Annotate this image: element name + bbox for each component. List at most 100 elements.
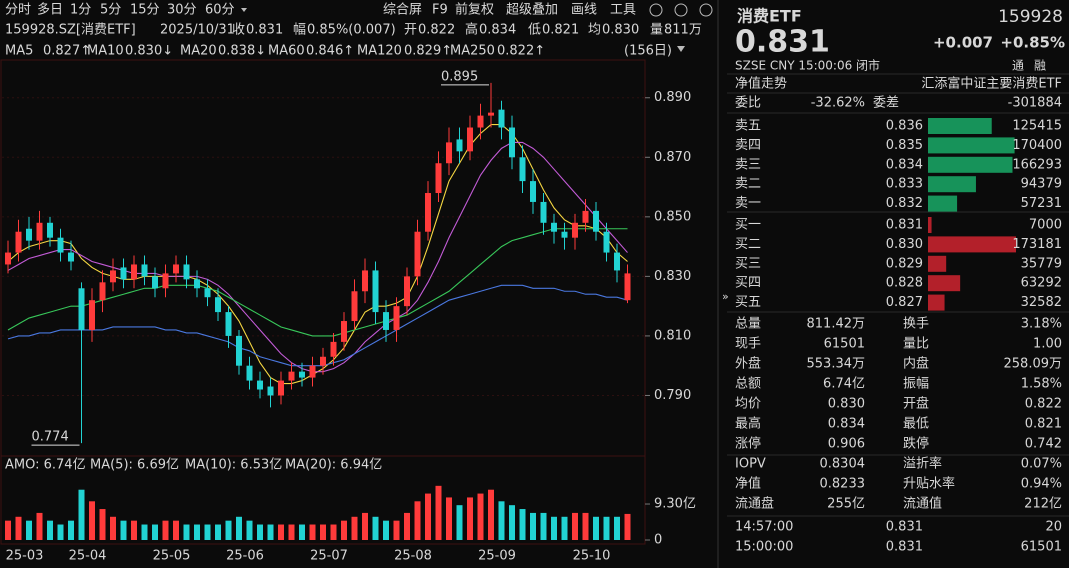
period-tab[interactable]: 60分	[205, 3, 235, 18]
volume-bar	[498, 501, 505, 540]
candle-body	[435, 163, 442, 194]
period-tab[interactable]: 30分	[167, 3, 197, 18]
candle-body	[530, 181, 536, 202]
y-tick-label: 0.790	[654, 388, 691, 403]
price-change: +0.007	[933, 34, 993, 52]
help-icon[interactable]	[699, 3, 713, 17]
ma-value: 0.838↓	[218, 44, 266, 59]
candle-body	[624, 273, 631, 301]
candle-body	[15, 231, 22, 253]
book-bar	[928, 156, 1013, 173]
candle-body	[162, 273, 169, 289]
book-label: 买四	[735, 276, 761, 291]
volume-bar	[299, 524, 305, 540]
candle-body	[141, 264, 148, 277]
volume-bar	[414, 501, 421, 540]
volume-bar	[288, 524, 295, 540]
candle-body	[330, 341, 337, 357]
tool-button[interactable]: 画线	[571, 3, 597, 18]
period-more-icon[interactable]	[241, 8, 247, 12]
tool-button[interactable]: 工具	[610, 3, 636, 18]
period-tab[interactable]: 5分	[100, 3, 121, 18]
ma-name: MA250	[450, 44, 495, 59]
book-bar	[928, 118, 992, 134]
ma-value: 0.830↓	[125, 44, 173, 59]
book-price: 0.834	[886, 157, 923, 172]
book-price: 0.829	[886, 256, 923, 271]
volume-bar	[141, 524, 148, 540]
volume-bar	[26, 520, 32, 540]
candle-body	[446, 142, 452, 164]
candle-body	[509, 127, 515, 158]
candle-body	[456, 139, 463, 152]
market-status: SZSE CNY 15:00:06 闭市	[735, 58, 880, 73]
volume-bar	[246, 520, 253, 540]
fund-name: 汇添富中证主要消费ETF	[921, 76, 1062, 92]
ma-name: MA5	[5, 44, 33, 59]
book-price: 0.835	[886, 138, 923, 153]
candle-body	[183, 264, 190, 280]
candle-body	[68, 252, 74, 262]
y-tick-label: 0.830	[654, 269, 691, 284]
x-tick-label: 25-10	[573, 549, 611, 564]
book-label: 买三	[735, 256, 761, 271]
stat-value: 0.822	[1025, 397, 1062, 412]
stat-value: 0.8304	[820, 457, 866, 472]
x-tick-label: 25-05	[153, 549, 191, 564]
info-label: 均	[588, 23, 601, 38]
candle-body	[173, 264, 179, 274]
security-code: 159928.SZ[消费ETF]	[5, 23, 136, 38]
volume-bar	[603, 516, 610, 540]
book-volume: 32582	[1021, 295, 1062, 310]
nav-title[interactable]: 净值走势	[735, 76, 787, 92]
y-tick-label: 0.810	[654, 328, 691, 343]
period-tab[interactable]: 分时	[5, 3, 31, 18]
book-price: 0.830	[886, 237, 923, 252]
collapse-arrow[interactable]: »	[722, 290, 729, 303]
candle-body	[204, 288, 211, 298]
book-bar	[928, 236, 1016, 253]
info-value: 811万	[664, 23, 702, 38]
face-icon[interactable]	[674, 3, 688, 17]
volume-bar	[120, 520, 127, 540]
candle-body	[78, 288, 85, 330]
ratio-label: 委比	[735, 96, 761, 111]
volume-bar	[551, 516, 557, 540]
volume-bar	[68, 520, 74, 540]
period-tab[interactable]: 15分	[130, 3, 160, 18]
security-code: 159928	[998, 7, 1063, 27]
volume-pane-frame	[0, 455, 646, 545]
book-bar	[928, 275, 961, 292]
stat-label: 量比	[903, 337, 929, 352]
range-label[interactable]: (156日)	[624, 44, 672, 59]
candle-body	[225, 312, 232, 336]
period-tab[interactable]: 多日	[37, 2, 63, 18]
volume-legend: MA(10): 6.53亿	[185, 458, 282, 473]
candle-body	[477, 115, 484, 128]
y-tick-label: 0	[654, 533, 662, 548]
candle-body	[614, 252, 620, 271]
book-label: 卖二	[735, 177, 761, 192]
candle-body	[215, 297, 221, 313]
tool-button[interactable]: 综合屏	[383, 3, 422, 18]
tool-button[interactable]: F9	[432, 3, 448, 18]
info-value: 0.830	[602, 23, 639, 38]
dropdown-icon[interactable]	[677, 46, 685, 52]
ma-line	[7, 141, 628, 373]
period-tab[interactable]: 1分	[70, 3, 91, 18]
info-label: 低	[528, 23, 541, 38]
candle-body	[299, 371, 305, 378]
tool-button[interactable]: 超级叠加	[506, 3, 558, 18]
tick-volume: 61501	[1021, 540, 1062, 555]
volume-legend: MA(20): 6.94亿	[285, 458, 382, 473]
settings-icon[interactable]	[649, 3, 663, 17]
stat-label: 均价	[735, 397, 761, 412]
candle-body	[341, 321, 347, 342]
tool-button[interactable]: 前复权	[455, 2, 494, 18]
volume-bar	[509, 505, 515, 540]
ratio-diff-label: 委差	[873, 96, 899, 111]
book-bar	[928, 217, 932, 233]
volume-bar	[36, 512, 43, 540]
volume-bar	[173, 520, 179, 540]
